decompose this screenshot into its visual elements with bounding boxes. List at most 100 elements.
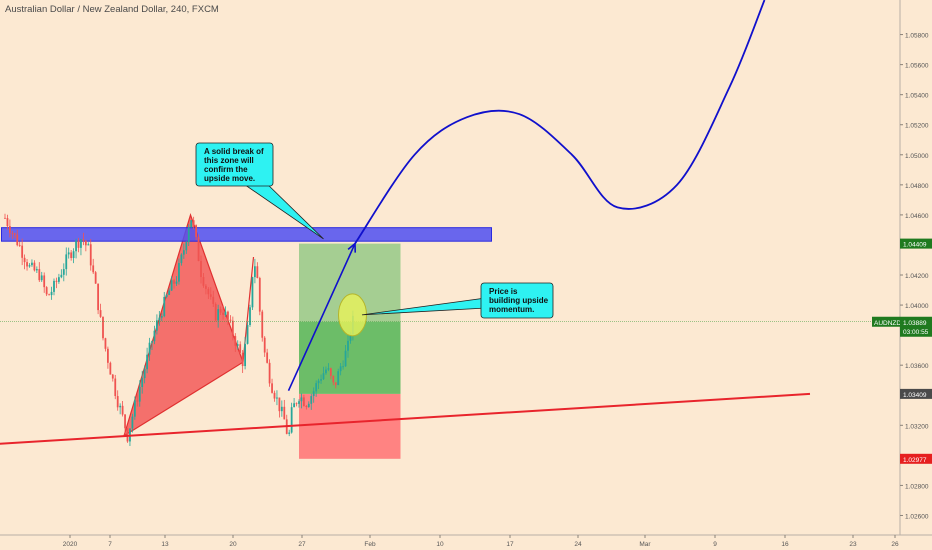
momentum-callout-box [480, 282, 554, 319]
candle-body [305, 406, 308, 408]
last-price-badge[interactable] [900, 316, 932, 337]
time-axis[interactable]: 2020 7 13 20 27 Feb 10 17 24 Mar 9 16 23 26 [0, 534, 932, 550]
x-tick-label: 20 [229, 541, 237, 548]
price-badge[interactable] [900, 238, 932, 249]
candle-body [153, 330, 156, 342]
candle-body [224, 311, 227, 315]
price-badge-value: 1.02977 [903, 457, 927, 464]
candle-body [202, 277, 205, 286]
candle-body [246, 325, 249, 344]
y-tick-label: 1.05800 [905, 33, 929, 40]
harmonic-shape[interactable] [122, 212, 255, 438]
candle-body [136, 400, 139, 402]
candle-body [212, 296, 215, 304]
candle-body [84, 240, 87, 246]
candle-body [347, 340, 349, 351]
y-tick-label: 1.05400 [905, 93, 929, 100]
zone-break-callout-line: confirm the [204, 165, 248, 174]
candle-body [4, 217, 6, 219]
candle-body [35, 269, 38, 271]
candle-body [163, 296, 166, 317]
x-tick-label: Feb [364, 541, 376, 548]
x-tick-label: 7 [108, 541, 112, 548]
projection-arrow-line[interactable] [287, 243, 356, 392]
candle-body [256, 266, 259, 278]
y-tick-label: 1.03600 [905, 363, 929, 370]
candle-body [141, 378, 144, 387]
candle-body [33, 262, 36, 271]
projection-curve[interactable] [354, 0, 766, 245]
candle-body [173, 280, 175, 284]
candle-body [327, 368, 330, 370]
candle-body [102, 316, 104, 339]
price-badge[interactable] [900, 388, 932, 399]
candle-body [315, 383, 318, 392]
y-tick-label: 1.03200 [905, 423, 929, 430]
candle-body [72, 251, 75, 259]
candle-body [209, 294, 212, 297]
candle-body [241, 352, 244, 367]
last-price-value: 1.03889 [903, 320, 927, 327]
price-axis[interactable]: 1.05800 1.05600 1.05400 1.05200 1.05000 1.048… [872, 0, 932, 535]
momentum-callout-line: momentum. [489, 305, 534, 314]
candle-body [254, 266, 256, 278]
candle-body [60, 274, 63, 278]
projection-path[interactable] [287, 0, 766, 392]
candle-body [280, 406, 283, 412]
candle-body [82, 239, 85, 241]
candle-body [40, 275, 43, 281]
candle-body [65, 254, 68, 270]
candle-body [31, 262, 33, 266]
candle-body [222, 312, 224, 315]
support-trendline[interactable] [0, 392, 811, 445]
y-tick-label: 1.02600 [905, 513, 929, 520]
candle-body [58, 277, 60, 282]
resistance-zone[interactable] [1, 227, 492, 242]
candle-body [239, 344, 242, 353]
candle-body [75, 240, 77, 252]
price-badge[interactable] [900, 453, 932, 464]
candle-body [23, 257, 26, 263]
candle-body [337, 371, 340, 386]
y-tick-label: 1.02800 [905, 483, 929, 490]
candle-body [170, 280, 173, 291]
candle-body [62, 269, 65, 275]
candle-body [21, 245, 24, 258]
candle-body [168, 290, 171, 295]
candle-body [67, 252, 70, 255]
x-tick-label: 13 [161, 541, 169, 548]
last-price-symbol: AUDNZD [874, 320, 901, 327]
candle-body [229, 319, 232, 321]
candle-body [9, 226, 11, 234]
x-tick-label: 23 [849, 541, 857, 548]
resistance-zone-rect[interactable] [1, 227, 492, 242]
candle-body [339, 366, 342, 372]
candle-body [97, 283, 99, 311]
candle-body [200, 261, 202, 278]
candle-body [217, 309, 220, 321]
candle-body [303, 397, 305, 407]
x-tick-label: 10 [436, 541, 444, 548]
candle-body [325, 369, 327, 374]
support-trendline-line[interactable] [0, 392, 811, 445]
candle-body [45, 287, 48, 295]
candle-body [121, 405, 124, 415]
candle-body [205, 285, 207, 289]
candle-body [180, 254, 183, 264]
last-price-symbol-badge[interactable] [872, 316, 900, 327]
candle-body [266, 352, 269, 363]
candle-body [190, 220, 193, 228]
x-tick-label: 26 [891, 541, 899, 548]
stop-box[interactable] [299, 393, 401, 459]
momentum-callout-line: building upside [489, 296, 549, 305]
candle-body [182, 250, 185, 255]
candle-body [312, 391, 315, 397]
candle-body [94, 272, 97, 284]
y-tick-label: 1.04600 [905, 213, 929, 220]
candle-body [48, 294, 50, 296]
